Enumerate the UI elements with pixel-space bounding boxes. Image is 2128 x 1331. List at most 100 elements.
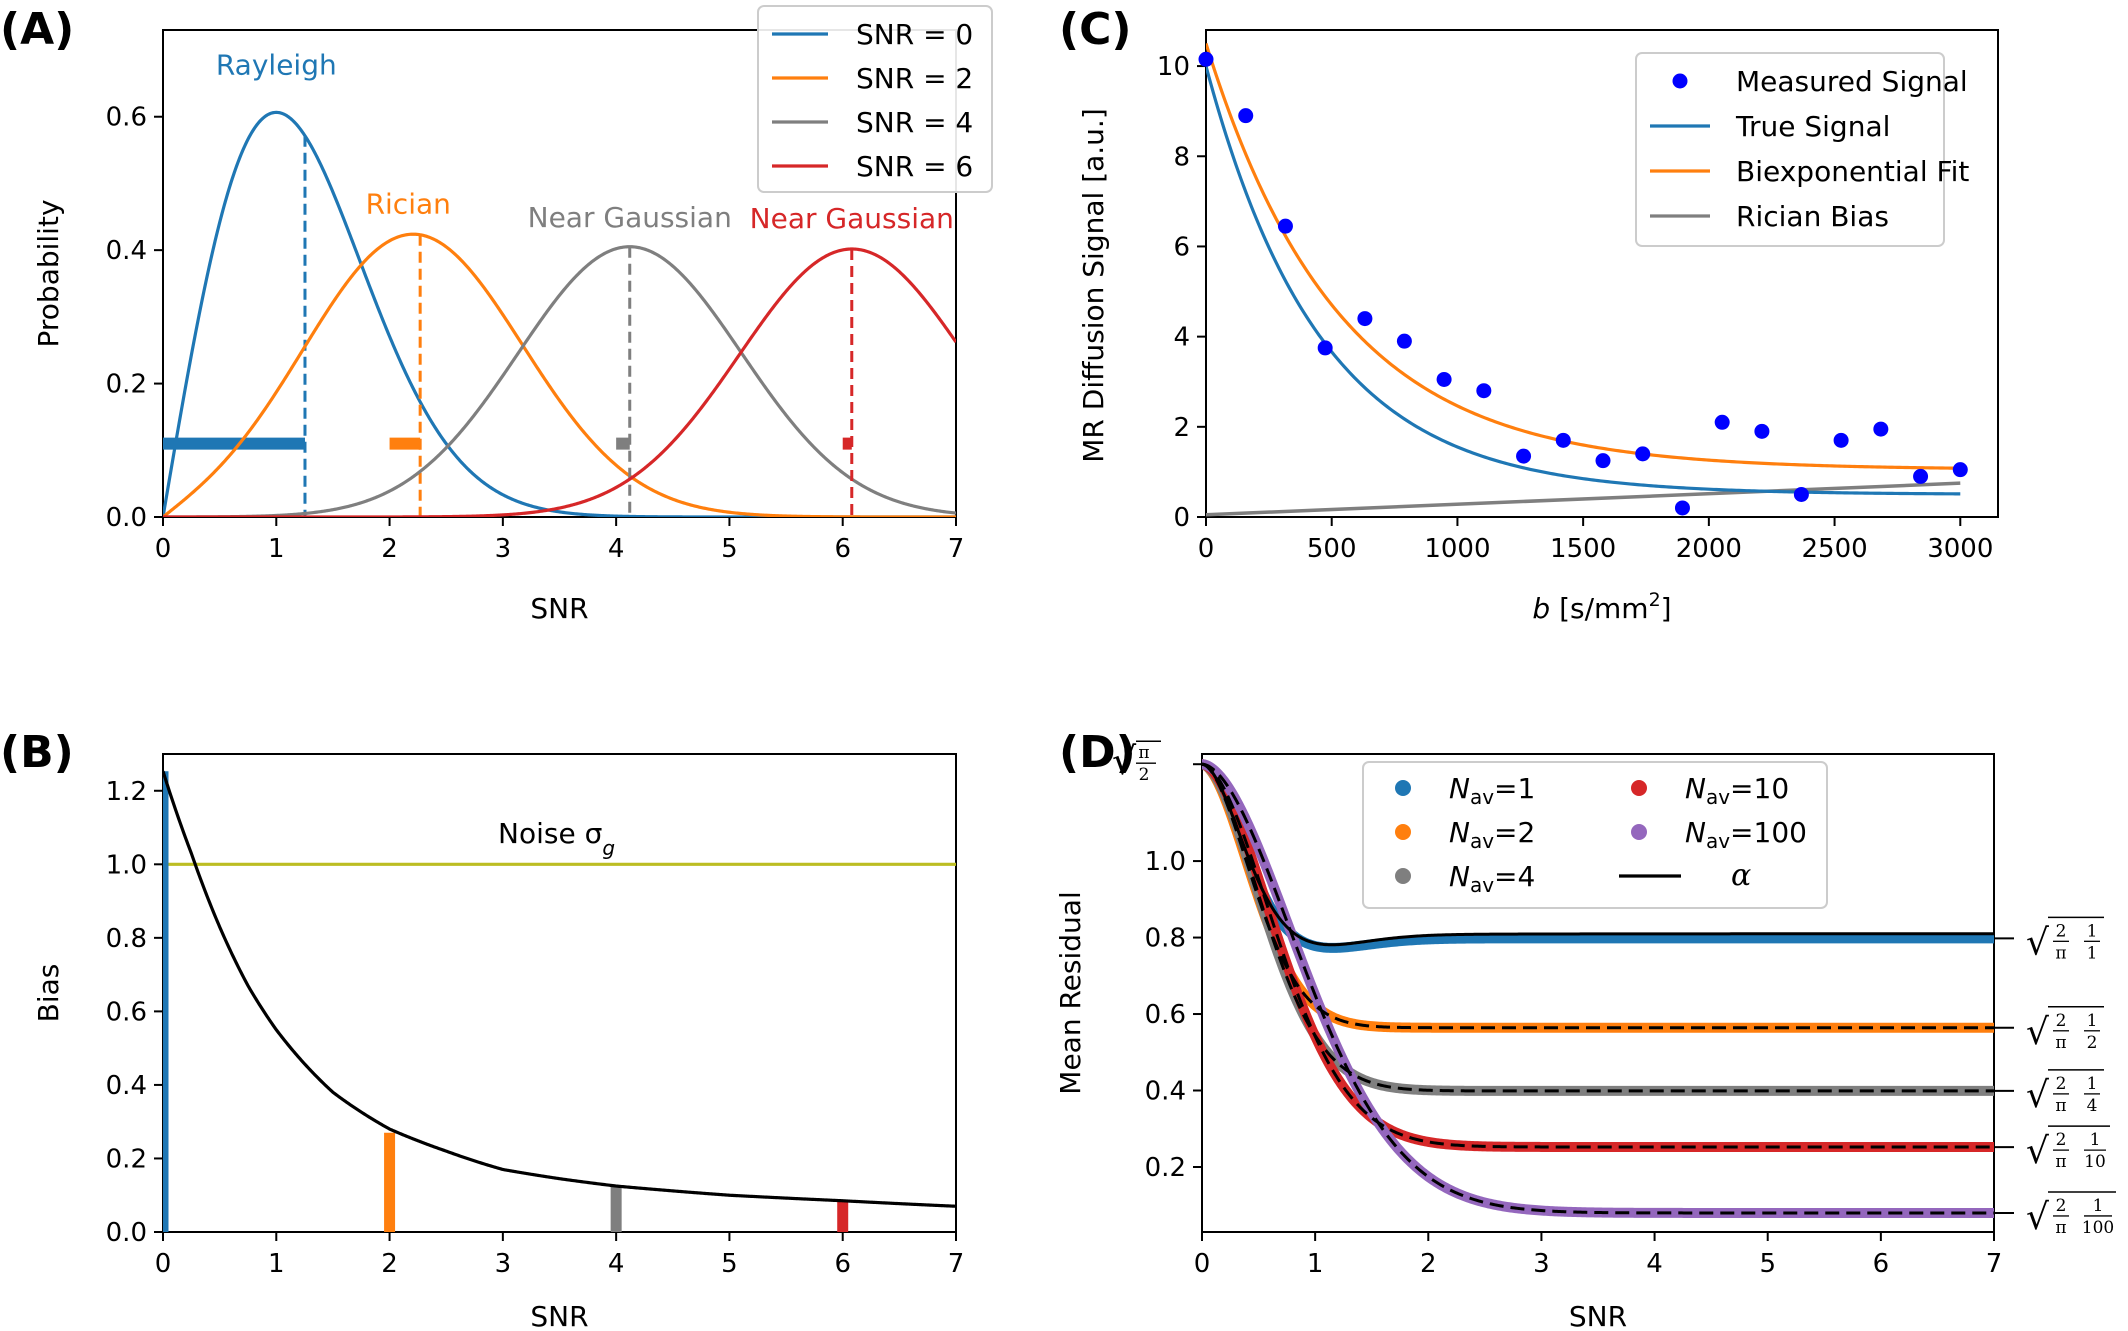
measured-point — [1833, 432, 1849, 448]
x-tick-label: 7 — [948, 534, 965, 564]
x-axis-label: b [s/mm2] — [1532, 589, 1671, 625]
measured-point — [1714, 414, 1730, 430]
x-tick-label: 1 — [1307, 1249, 1324, 1279]
y-tick-label: 1.0 — [1145, 847, 1186, 877]
residual-band-0 — [1202, 759, 1994, 953]
legend-var: N — [1685, 816, 1706, 849]
x-tick-label: 2 — [1420, 1249, 1437, 1279]
annotation-0: Rayleigh — [216, 48, 337, 81]
right-tick-radical: √ — [2026, 1197, 2049, 1238]
right-tick-den: π — [2055, 1152, 2066, 1172]
right-tick-num-2: 1 — [2087, 1074, 2098, 1094]
y-axis-label: MR Diffusion Signal [a.u.] — [1077, 108, 1110, 463]
x-axis-label: SNR — [1569, 1300, 1627, 1331]
bias-curve — [163, 770, 956, 1208]
x-tick-label: 0 — [155, 534, 172, 564]
legend-val: =100 — [1730, 816, 1807, 849]
legend: Measured Signal True Signal Biexponential … — [1635, 52, 1969, 247]
plot-area — [1206, 43, 1961, 517]
annotation-2: Near Gaussian — [528, 201, 732, 234]
measured-point — [1595, 453, 1611, 469]
x-tick-label: 1 — [268, 534, 285, 564]
x-tick-label: 6 — [834, 534, 851, 564]
y-tick-label: 0.6 — [106, 103, 147, 133]
y-tick-label: 0.6 — [1145, 1000, 1186, 1030]
x-tick-label: 2500 — [1801, 534, 1867, 564]
y-tick-label: 0.0 — [106, 503, 147, 533]
measured-point — [1913, 468, 1929, 484]
legend-marker-0 — [1395, 780, 1411, 796]
legend-label-3: SNR = 6 — [856, 150, 973, 183]
x-tick-label: 5 — [1759, 1249, 1776, 1279]
legend-marker-4 — [1395, 868, 1411, 884]
noise-subscript: g — [602, 836, 615, 860]
right-tick-num-2: 1 — [2093, 1196, 2104, 1216]
x-tick-label: 6 — [1873, 1249, 1890, 1279]
legend-val: =2 — [1494, 816, 1535, 849]
x-tick-label: 2000 — [1676, 534, 1742, 564]
legend-box — [1362, 761, 1828, 909]
measured-point — [1198, 51, 1214, 67]
panel-c: (C) 0 500 1000 1500 2000 2500 3000 0 2 4 6 8 10 b [s/m… — [1059, 4, 1999, 625]
plot-frame — [162, 29, 957, 518]
y-tick-label: 0.2 — [106, 370, 147, 400]
pdf-line-1 — [163, 232, 956, 517]
right-tick-radical: √ — [2026, 1012, 2049, 1053]
x-axis-label-unit: [s/mm — [1550, 592, 1648, 625]
y-tick-label-top-radical: √ — [1112, 739, 1137, 783]
measured-point — [1238, 108, 1254, 124]
annotation-3: Near Gaussian — [750, 202, 954, 235]
y-tick-label-top: √ π2 — [1112, 739, 1161, 785]
panel-label: (D) — [1059, 727, 1136, 778]
y-tick-label: 4 — [1173, 323, 1190, 353]
legend-sub: av — [1470, 829, 1494, 853]
measured-point — [1754, 423, 1770, 439]
right-tick-label-0: √ 2π 11 — [2026, 916, 2104, 963]
x-tick-label: 1 — [268, 1249, 285, 1279]
y-tick-label: 10 — [1157, 52, 1190, 82]
legend-label-2: SNR = 4 — [856, 106, 973, 139]
panel-label: (A) — [0, 4, 74, 55]
measured-point — [1674, 500, 1690, 516]
x-tick-label: 0 — [1198, 534, 1215, 564]
legend-var: N — [1685, 772, 1706, 805]
y-tick-label: 0.4 — [106, 236, 147, 266]
plot-area — [163, 770, 956, 1232]
x-tick-label: 7 — [1986, 1249, 2003, 1279]
measured-point — [1873, 421, 1889, 437]
y-tick-label: 0.8 — [1145, 924, 1186, 954]
measured-point — [1357, 311, 1373, 327]
y-tick-label-top-den: 2 — [1139, 765, 1150, 785]
legend-marker-1 — [1631, 780, 1647, 796]
right-tick-num-2: 1 — [2087, 921, 2098, 941]
x-axis-label-var: b — [1532, 592, 1550, 625]
pdf-line-2 — [163, 245, 956, 517]
right-tick-den-2: 2 — [2087, 1033, 2098, 1053]
x-axis-label: SNR — [530, 592, 588, 625]
right-tick-num: 2 — [2056, 1011, 2067, 1031]
y-axis-label: Mean Residual — [1054, 891, 1087, 1094]
legend-label-4: Nav=4 — [1449, 860, 1535, 897]
y-tick-label: 1.2 — [106, 777, 147, 807]
legend-label-alpha: α — [1731, 858, 1751, 893]
plot-frame — [1205, 29, 1999, 518]
right-tick-num-2: 1 — [2087, 1011, 2098, 1031]
right-tick-den: π — [2055, 943, 2066, 963]
measured-point — [1476, 383, 1492, 399]
x-tick-label: 5 — [721, 534, 738, 564]
y-tick-label: 0.4 — [106, 1071, 147, 1101]
right-tick-label-3: √ 2π 110 — [2026, 1125, 2110, 1172]
x-tick-label: 4 — [608, 1249, 625, 1279]
x-tick-label: 500 — [1307, 534, 1357, 564]
legend-sub: av — [1470, 873, 1494, 897]
legend-val: =4 — [1494, 860, 1535, 893]
legend-label-2: Biexponential Fit — [1736, 155, 1969, 188]
alpha-line-4 — [1202, 762, 1994, 1215]
right-tick-den: π — [2055, 1096, 2066, 1116]
measured-point — [1277, 218, 1293, 234]
y-axis-label: Probability — [32, 199, 65, 347]
noise-annotation: Noise σg — [498, 817, 615, 860]
